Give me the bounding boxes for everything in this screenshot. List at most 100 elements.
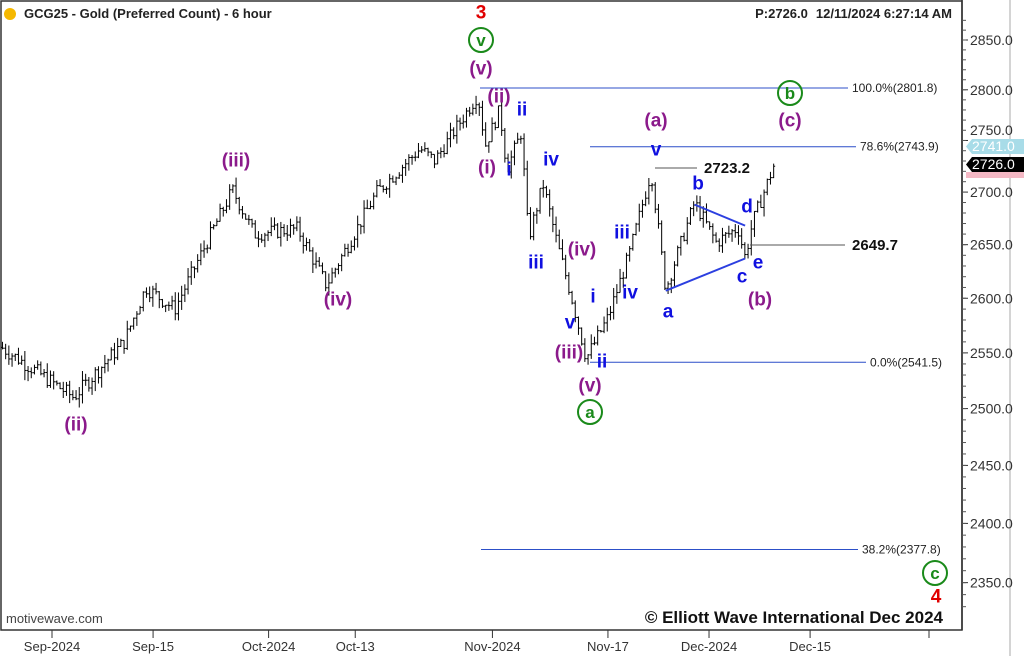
ohlc-bar (484, 122, 488, 147)
ohlc-bar (420, 146, 424, 154)
ohlc-bar (557, 229, 561, 250)
ohlc-bar (541, 179, 545, 198)
ohlc-bar (109, 347, 113, 361)
ohlc-bar (500, 100, 504, 136)
fib-label: 78.6%(2743.9) (860, 140, 939, 154)
wave-label: ii (596, 351, 608, 373)
x-tick-label: Nov-17 (587, 639, 629, 654)
ohlc-bar (685, 217, 689, 245)
ohlc-bar (221, 206, 225, 217)
ohlc-bar (436, 150, 440, 165)
ohlc-bar (74, 390, 78, 401)
ohlc-bar (304, 237, 308, 251)
ohlc-bar (375, 180, 379, 198)
ohlc-bar (103, 354, 107, 374)
ohlc-bar (157, 291, 161, 309)
ohlc-bar (308, 238, 312, 252)
ohlc-bar (698, 195, 702, 222)
ohlc-bar (490, 117, 494, 143)
wave-label: v (650, 139, 662, 161)
wave-label: a (577, 399, 603, 425)
ohlc-bar (212, 224, 216, 230)
ohlc-bar (279, 221, 283, 247)
ohlc-bar (615, 284, 619, 304)
y-tick-label: 2850.0 (970, 32, 1013, 48)
x-tick-label: Dec-2024 (681, 639, 737, 654)
ohlc-bar (372, 192, 376, 210)
ohlc-bar (36, 360, 40, 370)
ohlc-bar (77, 387, 81, 408)
ohlc-bar (170, 295, 174, 310)
ohlc-bar (410, 154, 414, 165)
wave-label: 4 (930, 586, 942, 608)
ohlc-bar (682, 232, 686, 242)
ohlc-bar (525, 160, 529, 216)
ohlc-bar (442, 144, 446, 158)
ohlc-bar (388, 173, 392, 198)
ohlc-bar (199, 243, 203, 266)
ohlc-bar (439, 147, 443, 159)
ohlc-bar (301, 232, 305, 254)
fib-label: 100.0%(2801.8) (852, 81, 937, 95)
ohlc-bar (656, 203, 660, 229)
ohlc-bar (596, 325, 600, 346)
ohlc-bar (292, 224, 296, 235)
ohlc-bar (4, 343, 8, 360)
ohlc-bar (650, 183, 654, 192)
fib-label: 38.2%(2377.8) (862, 543, 941, 557)
wave-label: e (752, 252, 764, 274)
ohlc-bar (471, 103, 475, 116)
ohlc-bar (365, 199, 369, 210)
ohlc-bar (356, 215, 360, 248)
ohlc-bar (240, 205, 244, 219)
ohlc-bar (589, 334, 593, 359)
ohlc-bar (599, 330, 603, 333)
ohlc-bar (448, 122, 452, 148)
ohlc-bar (621, 271, 625, 288)
ohlc-bar (765, 178, 769, 196)
wave-label: (iv) (567, 239, 597, 261)
ohlc-bar (461, 114, 465, 129)
ohlc-bar (192, 266, 196, 279)
x-tick-label: Sep-15 (132, 639, 174, 654)
ohlc-bar (384, 186, 388, 195)
ohlc-bar (391, 175, 395, 183)
ohlc-bar (468, 106, 472, 117)
plot-area (0, 0, 963, 631)
ohlc-bar (160, 298, 164, 309)
ohlc-bar (666, 281, 670, 295)
ohlc-bar (564, 254, 568, 280)
wave-label: d (741, 196, 753, 218)
ohlc-bar (61, 381, 65, 398)
ohlc-bar (413, 151, 417, 162)
ohlc-bar (618, 268, 622, 294)
ohlc-bar (554, 216, 558, 243)
y-tick-label: 2750.0 (970, 122, 1013, 138)
ohlc-bar (295, 216, 299, 232)
ohlc-bar (714, 232, 718, 243)
ohlc-bar (730, 229, 734, 242)
ohlc-bar (263, 232, 267, 248)
wave-label: (i) (478, 157, 496, 179)
ohlc-bar (93, 367, 97, 392)
ohlc-bar (768, 171, 772, 185)
ohlc-bar (634, 222, 638, 236)
ohlc-bar (612, 287, 616, 320)
status-dot-icon (4, 7, 16, 20)
x-tick-label: Dec-15 (789, 639, 831, 654)
wave-label: (c) (778, 110, 802, 132)
wave-label: (ii) (64, 414, 88, 436)
wave-label: (ii) (487, 86, 511, 108)
ohlc-bar (116, 337, 120, 361)
wave-label: 3 (475, 2, 487, 24)
ohlc-bar (672, 261, 676, 287)
y-tick-label: 2400.0 (970, 515, 1013, 531)
ohlc-bar (250, 218, 254, 228)
price-tag-lower (966, 172, 1024, 178)
ohlc-bar (759, 194, 763, 209)
fib-label: 0.0%(2541.5) (870, 355, 942, 369)
ohlc-bar (432, 153, 436, 169)
ohlc-bar (637, 203, 641, 232)
ohlc-bar (544, 185, 548, 198)
